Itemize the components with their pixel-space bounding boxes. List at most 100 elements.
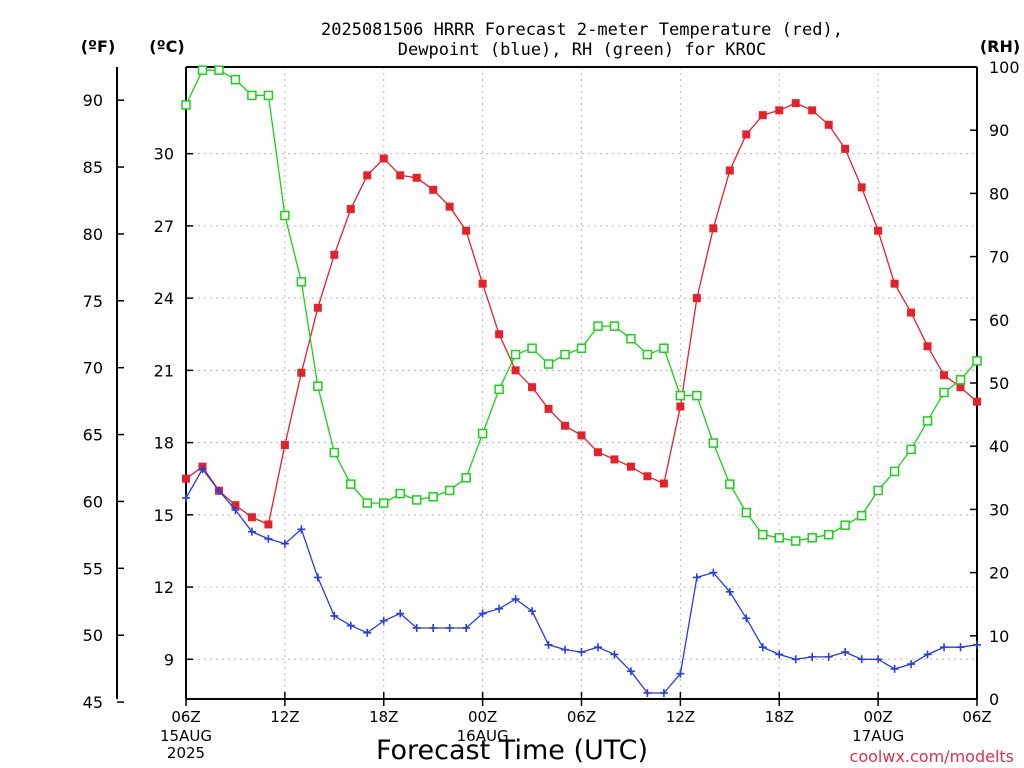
dewpoint-point <box>313 573 322 582</box>
rh-point <box>889 466 900 477</box>
temperature-point <box>791 99 800 108</box>
dewpoint-point <box>182 493 190 502</box>
dewpoint-point <box>445 623 454 632</box>
rh-point <box>181 100 191 110</box>
dewpoint-point <box>462 623 471 632</box>
temperature-point <box>593 448 602 457</box>
temperature-point <box>841 144 850 153</box>
rh-tick-label: 60 <box>989 311 1009 330</box>
x-tick-label: 18Z <box>369 708 398 726</box>
rh-point <box>774 533 784 543</box>
rh-tick-label: 10 <box>989 627 1009 646</box>
temperature-point <box>264 520 273 529</box>
dewpoint-point <box>214 486 223 495</box>
rh-point <box>428 492 438 502</box>
rh-tick-label: 40 <box>989 437 1009 456</box>
dewpoint-point <box>231 506 240 515</box>
dewpoint-point <box>544 640 553 649</box>
rh-point <box>313 381 323 391</box>
rh-point <box>461 473 471 483</box>
rh-point <box>807 533 817 543</box>
dewpoint-point <box>610 650 619 659</box>
temperature-point <box>808 106 817 115</box>
temperature-point <box>758 111 767 120</box>
fahrenheit-tick-label: 65 <box>83 426 103 445</box>
x-tick-label: 06Z <box>962 708 991 726</box>
rh-point <box>576 343 587 353</box>
rh-point <box>527 343 537 353</box>
temperature-point <box>709 224 718 233</box>
rh-tick-label: 20 <box>989 564 1009 583</box>
dewpoint-point <box>758 643 767 652</box>
x-tick-label: 00Z <box>468 708 497 726</box>
temperature-point <box>643 472 652 481</box>
rh-point <box>247 90 257 101</box>
rh-tick-label: 90 <box>989 121 1009 140</box>
rh-point <box>444 485 455 496</box>
dewpoint-point <box>198 465 207 474</box>
temperature-point <box>396 171 405 180</box>
temperature-point <box>412 173 421 182</box>
rh-point <box>346 479 356 489</box>
rh-point <box>609 321 620 331</box>
rh-point <box>873 485 883 496</box>
rh-point <box>939 387 949 398</box>
temperature-point <box>182 474 190 483</box>
temperature-point <box>907 308 916 317</box>
temperature-point <box>313 303 322 312</box>
temperature-point <box>890 279 899 288</box>
rh-unit-label: (RH) <box>980 37 1020 56</box>
rh-point <box>560 349 570 360</box>
fahrenheit-tick-label: 70 <box>83 359 103 378</box>
dewpoint-point <box>264 534 273 543</box>
dewpoint-point <box>643 688 652 697</box>
rh-tick-label: 30 <box>989 500 1009 519</box>
x-tick-sublabel: 15AUG <box>160 727 212 745</box>
x-tick-sublabel: 17AUG <box>852 727 904 745</box>
temperature-point <box>973 397 981 406</box>
temperature-point <box>462 226 471 235</box>
celsius-tick-label: 27 <box>154 217 174 236</box>
fahrenheit-tick-label: 80 <box>83 225 103 244</box>
dewpoint-point <box>775 650 784 659</box>
temperature-point <box>824 120 833 129</box>
rh-point <box>840 520 850 530</box>
temperature-point <box>775 106 784 115</box>
temperature-point <box>330 250 339 259</box>
fahrenheit-tick-label: 85 <box>83 158 103 177</box>
dewpoint-point <box>478 609 487 618</box>
dewpoint-point <box>379 616 388 625</box>
dewpoint-point <box>742 614 751 623</box>
temperature-point <box>247 513 256 522</box>
dewpoint-point <box>709 568 718 577</box>
dewpoint-point <box>791 655 800 664</box>
rh-point <box>230 74 241 85</box>
temperature-point <box>857 183 866 192</box>
dewpoint-point <box>429 623 438 632</box>
rh-point <box>263 90 274 101</box>
rh-point <box>675 390 686 401</box>
celsius-tick-label: 15 <box>154 506 174 525</box>
dewpoint-point <box>841 648 850 657</box>
rh-point <box>197 65 208 75</box>
dewpoint-point <box>280 539 289 548</box>
dewpoint-point <box>874 655 883 664</box>
dewpoint-point <box>396 609 405 618</box>
temperature-point <box>626 462 635 471</box>
dewpoint-point <box>824 652 833 661</box>
rh-point <box>379 498 389 508</box>
dewpoint-point <box>346 621 355 630</box>
dewpoint-point <box>857 655 866 664</box>
rh-tick-label: 50 <box>989 374 1009 393</box>
rh-point <box>280 210 290 221</box>
celsius-tick-label: 9 <box>164 650 174 669</box>
dewpoint-point <box>495 604 504 613</box>
temperature-point <box>511 366 520 375</box>
celsius-tick-label: 18 <box>154 434 174 453</box>
credit-label: coolwx.com/modelts <box>850 747 1014 766</box>
x-tick-label: 06Z <box>171 708 200 726</box>
dewpoint-point <box>890 664 899 673</box>
temperature-point <box>577 431 586 440</box>
temperature-point <box>445 202 454 211</box>
rh-point <box>906 444 916 455</box>
